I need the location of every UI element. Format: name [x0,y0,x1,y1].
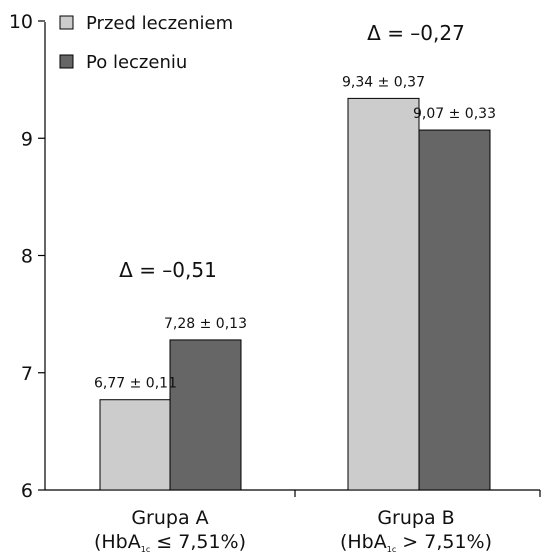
y-tick-label: 10 [9,11,33,33]
data-label: 6,77 ± 0,11 [94,376,177,392]
category-labels: Grupa A (HbA1c ≤ 7,51%) Grupa B (HbA1c >… [94,507,492,552]
data-labels: 6,77 ± 0,11 9,34 ± 0,37 7,28 ± 0,13 9,07 ± … [94,74,496,391]
legend: Przed leczeniem Po leczeniu [59,13,233,73]
y-tick-label: 8 [21,246,33,268]
category-label-b-line1: Grupa B [377,507,454,529]
bar-przed-grupa-a [99,399,172,491]
legend-label-po: Po leczeniu [86,52,187,73]
data-label: 9,34 ± 0,37 [342,74,425,90]
bars [99,97,491,491]
data-label: 7,28 ± 0,13 [164,316,247,332]
category-label-a-line2: (HbA1c ≤ 7,51%) [94,531,246,552]
category-label-b-line2: (HbA1c > 7,51%) [340,531,492,552]
y-tick-label: 6 [21,480,33,502]
legend-swatch-przed [59,15,74,30]
delta-annotation-group-b: Δ = –0,27 [367,21,465,45]
bar-po-grupa-a [169,339,242,491]
legend-label-przed: Przed leczeniem [86,13,233,34]
data-label: 9,07 ± 0,33 [413,106,496,122]
delta-annotation-group-a: Δ = –0,51 [119,258,217,282]
bar-przed-grupa-b [347,97,420,491]
y-tick-label: 7 [21,363,33,385]
category-label-a-line1: Grupa A [131,507,208,529]
y-tick-label: 9 [21,128,33,150]
legend-swatch-po [59,54,74,69]
bar-po-grupa-b [418,129,491,491]
y-ticks: 6 7 8 9 10 [9,11,45,502]
